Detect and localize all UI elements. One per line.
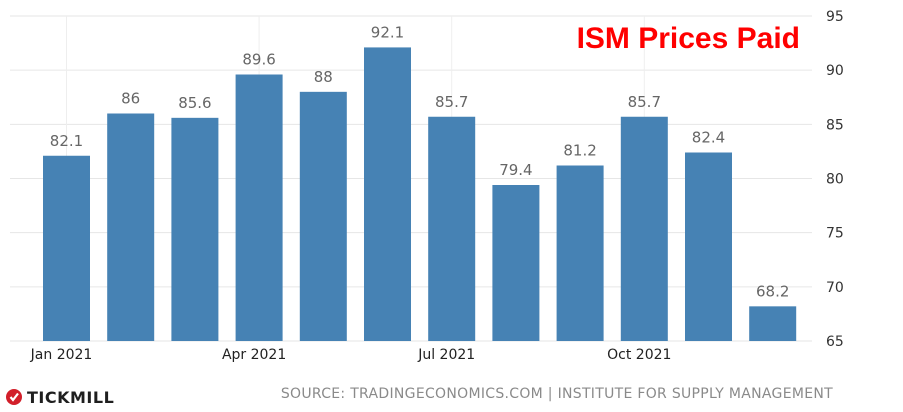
data-label: 85.7: [435, 93, 468, 111]
bar-nov-2021: [685, 152, 732, 341]
bars: [43, 47, 797, 342]
chart-title: ISM Prices Paid: [577, 22, 800, 55]
data-label: 89.6: [242, 51, 275, 69]
source-caption: SOURCE: TRADINGECONOMICS.COM | INSTITUTE…: [281, 386, 833, 402]
bar-jun-2021: [364, 47, 411, 342]
x-tick-label: Oct 2021: [607, 347, 671, 363]
bar-apr-2021: [235, 74, 283, 341]
y-tick-label: 90: [826, 63, 844, 79]
data-label: 81.2: [563, 142, 596, 160]
y-tick-label: 75: [826, 226, 844, 242]
data-label: 82.1: [50, 132, 83, 150]
bar-dec-2021: [749, 306, 797, 341]
data-label: 88: [314, 68, 333, 86]
data-label: 68.2: [756, 282, 789, 300]
data-label: 86: [121, 90, 140, 108]
data-label: 85.6: [178, 94, 211, 112]
data-label: 92.1: [371, 23, 404, 41]
data-label: 79.4: [499, 161, 532, 179]
data-label: 82.4: [692, 129, 725, 147]
bar-may-2021: [299, 91, 347, 341]
bar-aug-2021: [492, 185, 540, 341]
x-axis-ticks: Jan 2021 Apr 2021 Jul 2021 Oct 2021: [30, 347, 672, 363]
bar-sep-2021: [556, 165, 604, 341]
x-tick-label: Jul 2021: [417, 347, 475, 363]
data-label: 85.7: [628, 93, 661, 111]
tickmill-logo-icon: [6, 389, 22, 405]
y-axis-ticks: 65 70 75 80 85 90 95: [826, 9, 844, 350]
y-tick-label: 70: [826, 280, 844, 296]
x-tick-label: Jan 2021: [30, 347, 93, 363]
y-tick-label: 85: [826, 117, 844, 133]
bar-feb-2021: [107, 113, 155, 341]
data-labels: 82.1 86 85.6 89.6 88 92.1 85.7 79.4 81.2 85.7 82.4…: [50, 23, 790, 300]
brand-name: TICKMILL: [27, 388, 114, 407]
x-tick-label: Apr 2021: [222, 347, 286, 363]
y-tick-label: 80: [826, 172, 844, 188]
y-tick-label: 65: [826, 334, 844, 350]
bar-mar-2021: [171, 117, 219, 341]
bar-jul-2021: [428, 116, 476, 341]
bar-oct-2021: [620, 116, 668, 341]
y-tick-label: 95: [826, 9, 844, 25]
bar-jan-2021: [43, 155, 90, 341]
